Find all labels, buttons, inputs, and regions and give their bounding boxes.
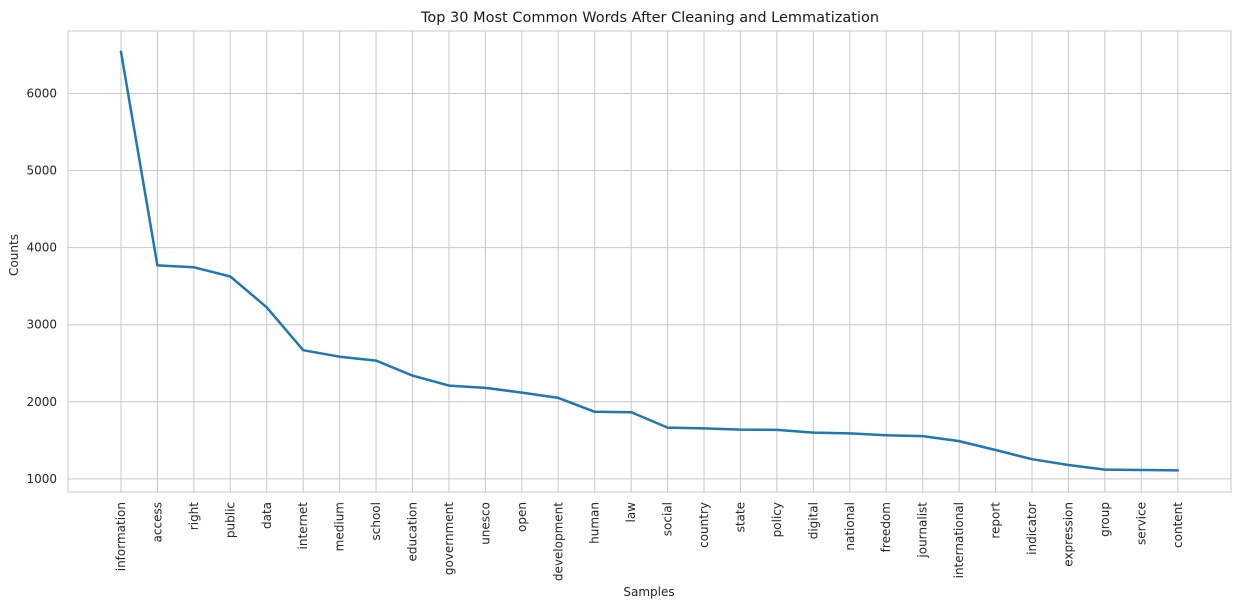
x-tick-label: country [697,502,711,548]
data-point [374,359,378,362]
data-point [1067,463,1070,467]
x-tick-label: access [150,502,164,542]
x-tick-label: report [989,502,1003,539]
x-tick-label: service [1134,502,1148,545]
y-tick-label: 2000 [26,395,57,409]
data-point [702,427,706,430]
data-point [885,434,888,437]
data-point [739,428,742,431]
x-tick-label: development [551,502,565,581]
data-point [1140,468,1143,472]
y-tick-label: 6000 [26,86,57,100]
data-point [921,434,924,438]
x-tick-label: social [661,502,675,536]
data-point [557,396,560,400]
data-point [192,266,196,269]
x-tick-label: school [369,502,383,540]
x-tick-label: state [733,502,747,532]
data-point [666,426,669,429]
x-tick-label: digital [806,502,820,539]
data-point [1103,468,1107,471]
data-point [1030,458,1034,461]
data-point [411,374,414,377]
y-tick-label: 1000 [26,472,57,486]
series-line [119,50,1180,472]
x-tick-label: medium [333,502,347,551]
data-point [302,348,305,352]
x-tick-label: content [1171,502,1185,548]
y-tick-label: 3000 [26,318,57,332]
x-tick-label: open [515,502,529,532]
x-tick-label: human [588,502,602,544]
chart-title: Top 30 Most Common Words After Cleaning … [420,10,879,26]
data-point [484,386,487,390]
plot-frame [67,30,1232,493]
x-tick-label: unesco [478,502,492,545]
y-tick-label: 5000 [26,164,57,178]
y-axis-label: Counts [7,234,21,276]
data-point [265,306,268,309]
x-tick-label: public [223,502,237,538]
data-point [338,355,341,358]
x-axis-ticks: information access right public data internet… [114,502,1185,581]
x-tick-label: international [952,502,966,578]
x-tick-label: education [406,502,420,562]
y-axis-ticks: 1000 2000 3000 4000 5000 6000 [26,86,57,485]
x-axis-label: Samples [623,585,674,599]
x-tick-label: group [1098,502,1112,537]
data-point [229,275,232,278]
data-point [957,439,961,443]
x-tick-label: government [442,502,456,575]
y-tick-label: 4000 [26,241,57,255]
data-point [520,391,524,394]
data-point [119,50,123,54]
x-tick-label: data [260,502,274,529]
data-point [775,428,779,432]
series-layer [119,50,1180,472]
data-point [593,410,596,414]
x-tick-label: internet [296,502,310,550]
x-tick-label: policy [770,502,784,537]
x-tick-label: freedom [879,502,893,552]
grid [68,31,1231,492]
data-point [629,411,633,414]
data-point [1176,469,1179,472]
data-point [994,448,997,452]
x-tick-label: indicator [1025,502,1039,555]
data-point [812,431,815,434]
x-tick-label: journalist [916,502,930,559]
x-tick-label: information [114,502,128,571]
data-point [848,432,851,435]
x-tick-label: law [624,502,638,523]
data-point [447,384,451,387]
x-tick-label: national [843,502,857,551]
x-tick-label: expression [1061,502,1075,567]
x-tick-label: right [187,502,201,530]
data-point [156,264,159,267]
